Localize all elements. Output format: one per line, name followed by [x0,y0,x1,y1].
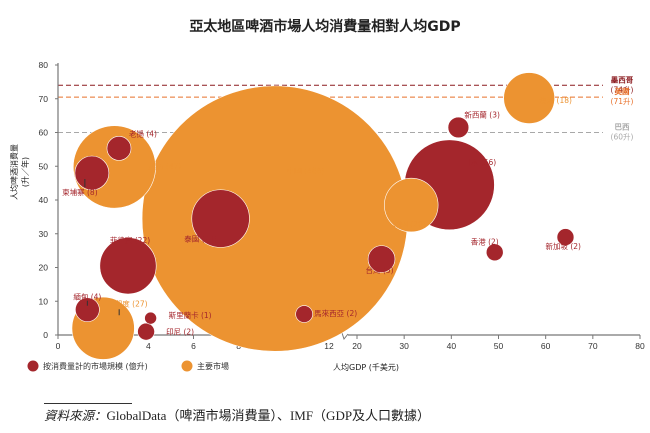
x-tick-label: 20 [352,341,362,351]
y-tick-label: 40 [39,195,49,205]
y-axis-unit: (升／年) [20,157,30,187]
bubble-泰國 [191,189,250,248]
x-tick-label: 12 [324,341,334,351]
x-tick-label: 70 [588,341,598,351]
source-note: 資料來源：GlobalData（啤酒市場消費量）、IMF（GDP及人口數據） [44,405,430,424]
x-tick-label: 30 [399,341,409,351]
x-tick-label: 40 [447,341,457,351]
legend-label-market: 按消費量計的市場規模 (億升) [43,361,148,371]
x-tick-label: 80 [635,341,645,351]
y-tick-label: 60 [39,128,49,138]
legend-marker-market [27,360,39,372]
source-prefix: 資料來源： [44,408,107,423]
y-tick-label: 80 [39,60,49,70]
bubble-label: 香港 (2) [471,236,499,246]
bubble-label: 台灣 (5) [366,265,394,275]
bubble-緬甸 [75,297,100,323]
reference-line-name: 墨西哥 [611,74,634,84]
y-tick-label: 10 [39,296,49,306]
bubble-label: 印尼 (2) [166,328,194,337]
x-axis-title: 人均GDP (千美元) [333,362,399,372]
bubble-label: 新西蘭 (3) [464,109,500,119]
bubble-label: 韓國 (20) [393,219,426,229]
bubble-label: 澳洲 (18) [539,95,572,105]
bubble-韓國 [384,177,439,233]
bubble-label: 菲律賓 (22) [110,235,150,245]
bubble-新加坡 [556,228,575,246]
bubble-新西蘭 [447,116,470,139]
bubble-label: 老撾 (4) [129,128,157,138]
x-tick-label: 4 [146,341,151,351]
reference-line-value: (74升) [611,85,634,94]
x-tick-label: 0 [56,341,61,351]
source-divider [44,403,132,404]
x-tick-label: 60 [541,341,551,351]
y-tick-label: 20 [39,263,49,273]
bubble-label: 柬埔寨 (8) [62,187,98,197]
y-axis-title: 人均啤酒消費量 [9,144,19,200]
bubble-馬來西亞 [295,305,313,323]
bubble-label: 緬甸 (4) [73,292,101,302]
reference-line-name: 巴西 [615,123,630,132]
y-tick-label: 30 [39,229,49,239]
chart-title: 亞太地區啤酒市場人均消費量相對人均GDP [189,18,460,35]
bubble-澳洲 [503,72,555,124]
bubble-label: 泰國 (23) [184,234,217,244]
source-text: GlobalData（啤酒市場消費量）、IMF（GDP及人口數據） [106,408,431,423]
bubble-香港 [485,243,504,262]
y-tick-label: 70 [39,94,49,104]
bubble-label: 斯里蘭卡 (1) [169,310,212,320]
x-tick-label: 50 [494,341,504,351]
bubble-菲律賓 [99,237,157,295]
bubble-labels: 中國 (488) 日本 (56) 越南 (47) 印度 (27) 泰國 (23) 菲律賓 … [62,95,581,337]
bubble-label: 新加坡 (2) [545,241,581,251]
bubble-label: 越南 (47) [148,161,181,171]
legend: 按消費量計的市場規模 (億升) 主要市場 [27,360,229,372]
bubble-label: 馬來西亞 (2) [314,309,357,318]
bubble-label: 中國 (488) [287,166,325,176]
legend-marker-major [181,360,193,372]
bubble-台灣 [367,245,396,273]
legend-label-major: 主要市場 [197,361,229,371]
reference-line-value: (71升) [611,97,634,106]
reference-line-name: 美國 [615,86,630,96]
y-tick-label: 0 [43,330,48,340]
reference-line-value: (60升) [611,133,634,142]
bubble-老撾 [106,136,132,161]
x-tick-label: 6 [191,341,196,351]
bubble-印尼 [137,322,155,341]
bubble-label: 日本 (56) [463,157,496,167]
bubble-label: 印度 (27) [115,298,148,308]
y-tick-label: 50 [39,161,49,171]
bubble-柬埔寨 [74,155,110,191]
bubble-斯里蘭卡 [144,311,157,325]
